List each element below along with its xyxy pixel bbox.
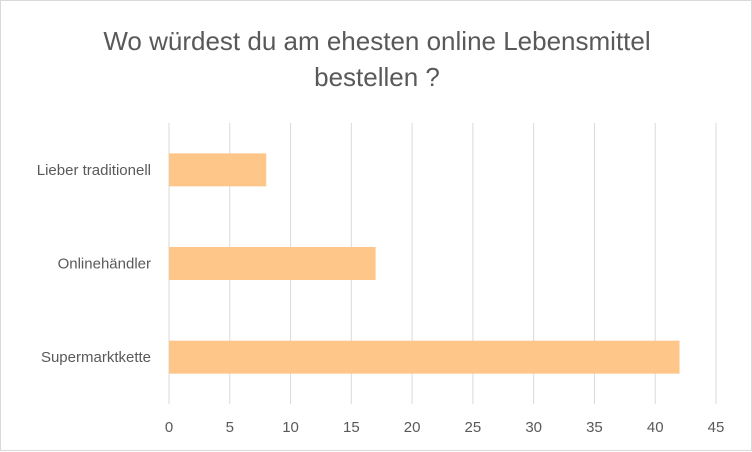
x-tick-label: 40 xyxy=(647,419,664,436)
x-tick-label: 45 xyxy=(708,419,725,436)
bar xyxy=(169,340,680,374)
bar xyxy=(169,247,376,280)
category-label: Lieber traditionell xyxy=(37,162,151,179)
category-label: Supermarktkette xyxy=(41,349,151,366)
x-tick-label: 30 xyxy=(525,419,542,436)
chart-title: Wo würdest du am ehesten online Lebensmi… xyxy=(103,26,651,92)
bar xyxy=(169,153,267,187)
x-tick-label: 10 xyxy=(282,419,299,436)
x-tick-label: 25 xyxy=(465,419,482,436)
x-tick-label: 5 xyxy=(226,419,234,436)
category-label: Onlinehändler xyxy=(58,256,151,273)
x-tick-label: 15 xyxy=(343,419,360,436)
x-tick-label: 0 xyxy=(165,419,173,436)
x-tick-label: 35 xyxy=(586,419,603,436)
x-tick-label: 20 xyxy=(404,419,421,436)
